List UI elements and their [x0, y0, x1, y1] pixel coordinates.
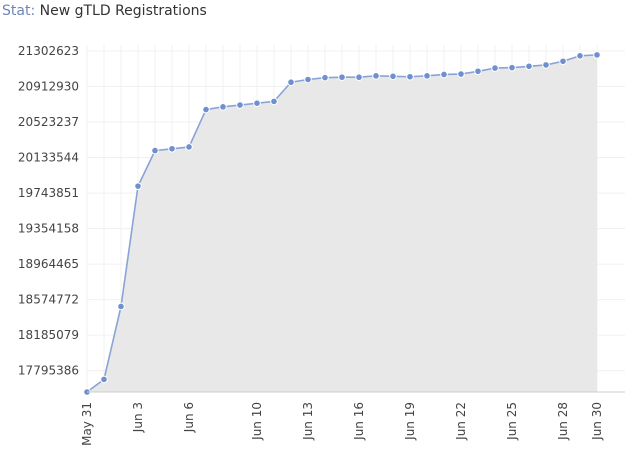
x-tick-label: Jun 10 — [250, 402, 264, 441]
x-tick-label: Jun 13 — [301, 402, 315, 441]
data-point — [559, 57, 567, 66]
chart-header: Stat: New gTLD Registrations — [0, 0, 635, 25]
x-tick-label: Jun 30 — [590, 402, 604, 441]
y-tick-label: 18964465 — [18, 257, 79, 271]
y-tick-label: 20523237 — [18, 115, 79, 129]
data-point — [576, 51, 584, 60]
area-chart: 21302623 20912930 20523237 20133544 19743851… — [18, 44, 625, 446]
data-point — [542, 61, 550, 69]
area-fill — [87, 54, 597, 392]
data-point — [525, 62, 533, 71]
data-point — [151, 146, 159, 155]
y-tick-label: 17795386 — [18, 364, 79, 378]
chart-title: Stat: New gTLD Registrations — [2, 3, 207, 19]
y-tick-label: 18574772 — [18, 293, 79, 307]
data-point — [338, 73, 346, 82]
data-point — [304, 75, 312, 84]
data-point — [270, 97, 278, 106]
y-tick-label: 18185079 — [18, 328, 79, 342]
data-point — [474, 67, 482, 76]
data-point — [406, 72, 414, 81]
x-tick-label: Jun 19 — [403, 402, 417, 441]
data-point — [372, 72, 380, 80]
stat-title: New gTLD Registrations — [39, 3, 207, 19]
data-point — [100, 375, 108, 384]
y-tick-label: 19743851 — [18, 186, 79, 200]
y-tick-label: 19354158 — [18, 222, 79, 236]
data-point — [134, 182, 142, 190]
data-point — [253, 99, 261, 107]
data-point — [593, 51, 601, 59]
data-point — [287, 78, 295, 87]
data-point — [457, 70, 465, 78]
x-tick-label: Jun 16 — [352, 402, 366, 441]
data-point — [168, 144, 176, 153]
x-tick-label: Jun 25 — [505, 402, 519, 441]
data-point — [423, 72, 431, 80]
data-point — [389, 72, 397, 81]
y-tick-label: 20912930 — [18, 80, 79, 94]
data-point — [508, 63, 516, 72]
data-point — [202, 105, 210, 114]
data-point — [321, 73, 329, 82]
data-point — [491, 64, 499, 72]
data-point — [117, 302, 125, 311]
data-point — [236, 101, 244, 109]
x-tick-label: Jun 6 — [182, 402, 196, 433]
x-tick-label: Jun 22 — [454, 402, 468, 441]
data-point — [440, 70, 448, 79]
y-tick-label: 20133544 — [18, 151, 79, 165]
stat-prefix: Stat: — [2, 3, 36, 19]
data-point — [355, 73, 363, 82]
y-tick-label: 21302623 — [18, 44, 79, 58]
data-point — [219, 103, 227, 111]
x-tick-label: May 31 — [80, 402, 94, 446]
x-tick-label: Jun 28 — [556, 402, 570, 441]
data-point — [185, 143, 193, 151]
x-tick-label: Jun 3 — [131, 402, 145, 433]
